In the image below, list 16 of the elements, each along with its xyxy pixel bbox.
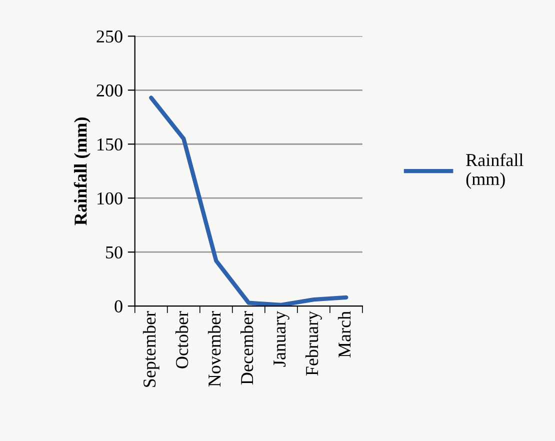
y-tick-label: 50 [106,246,122,259]
y-tick-label: 250 [96,30,122,43]
x-tick-label: March [338,311,351,358]
x-tick-label: September [142,311,160,387]
y-tick-label: 0 [114,300,122,312]
y-axis-title: Rainfall (mm) [74,117,90,226]
legend-label: Rainfall (mm) [466,153,524,189]
x-tick-label: January [274,310,290,367]
y-tick-label: 200 [96,84,122,97]
x-tick-label: December [240,311,254,385]
line-series [149,96,348,306]
y-tick-label: 150 [98,138,122,151]
x-tick-label: November [208,311,221,387]
x-tick-label: February [305,310,322,376]
y-tick-label: 100 [98,192,122,205]
x-tick-label: October [175,311,188,368]
